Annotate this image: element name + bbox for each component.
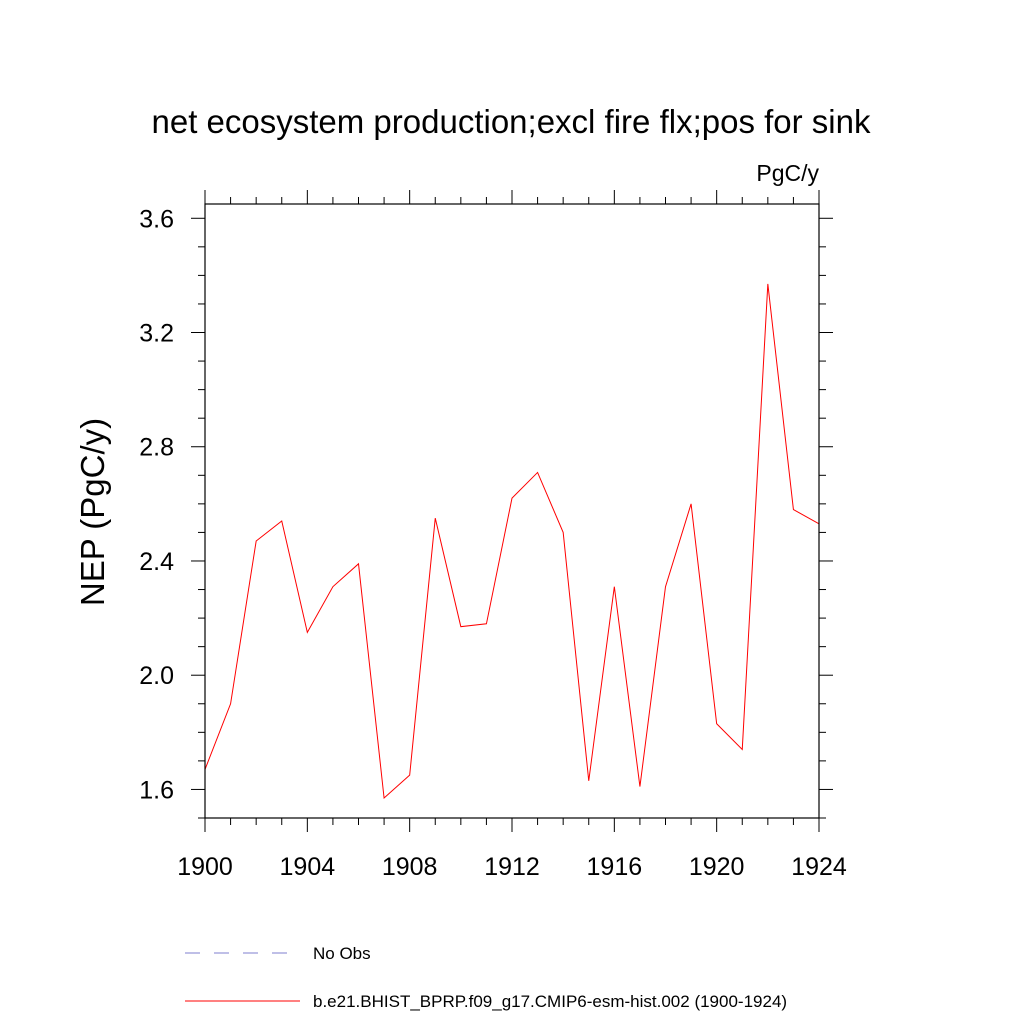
y-tick-label: 2.4 (139, 548, 174, 576)
y-tick-label: 3.6 (139, 205, 174, 233)
y-tick-labels: 1.6 2.0 2.4 2.8 3.2 3.6 (139, 205, 174, 804)
x-tick-label: 1908 (382, 853, 438, 881)
x-tick-label: 1912 (484, 853, 540, 881)
plot-frame (204, 203, 820, 819)
legend: No Obs b.e21.BHIST_BPRP.f09_g17.CMIP6-esm… (185, 944, 787, 1011)
series-line (204, 283, 820, 800)
y-tick-label: 3.2 (139, 320, 174, 348)
axis-ticks (191, 190, 833, 832)
x-tick-label: 1924 (791, 853, 847, 881)
legend-label: No Obs (313, 944, 371, 963)
x-tick-label: 1900 (177, 853, 233, 881)
legend-label: b.e21.BHIST_BPRP.f09_g17.CMIP6-esm-hist.… (313, 992, 787, 1011)
units-label: PgC/y (756, 160, 819, 186)
y-tick-label: 2.0 (139, 662, 174, 690)
x-tick-label: 1916 (587, 853, 643, 881)
x-tick-label: 1904 (280, 853, 336, 881)
x-tick-label: 1920 (689, 853, 745, 881)
x-tick-labels: 1900 1904 1908 1912 1916 1920 1924 (177, 853, 847, 881)
y-axis-label: NEP (PgC/y) (74, 418, 111, 606)
series-lines (204, 283, 820, 800)
y-tick-label: 2.8 (139, 434, 174, 462)
y-tick-label: 1.6 (139, 776, 174, 804)
chart-title: net ecosystem production;excl fire flx;p… (152, 103, 871, 140)
